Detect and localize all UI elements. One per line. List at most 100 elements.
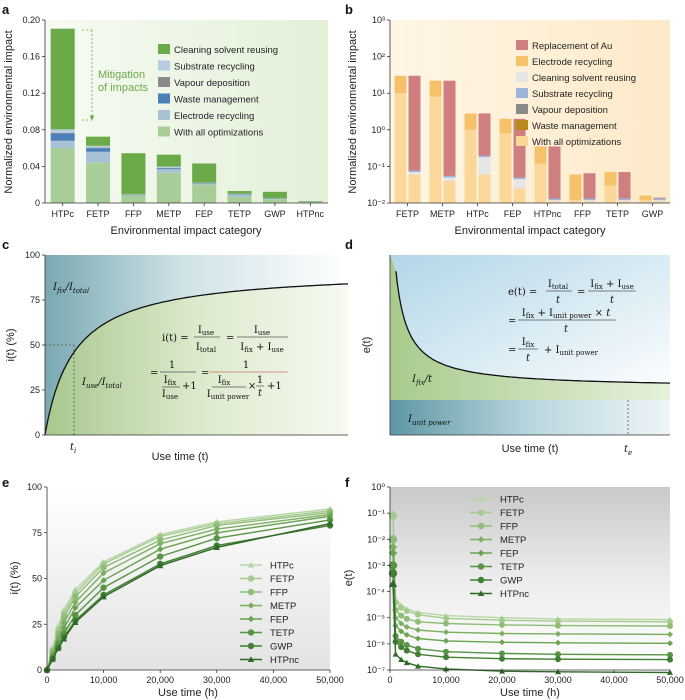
chart-c-upper-region xyxy=(45,255,348,435)
chart-b-left-bar-top xyxy=(429,80,442,97)
chart-f-point xyxy=(403,608,410,615)
svg-text:Ifix + Iuse: Ifix + Iuse xyxy=(240,342,284,354)
chart-f-point xyxy=(667,623,673,630)
chart-b-right-bar-base xyxy=(478,174,491,203)
chart-f-xtick: 20,000 xyxy=(488,675,516,685)
chart-e-point xyxy=(55,637,62,644)
chart-f-point xyxy=(398,620,405,627)
chart-f-xtick: 10,000 xyxy=(432,675,460,685)
svg-text:1: 1 xyxy=(257,375,263,386)
chart-f-point xyxy=(398,612,405,619)
chart-a-ytick: 0.08 xyxy=(22,125,40,135)
chart-f-point xyxy=(403,642,410,649)
chart-a-legend-swatch xyxy=(158,60,170,71)
chart-e-point xyxy=(213,544,220,550)
chart-b-ytick: 10⁻² xyxy=(367,198,385,208)
svg-text:Ifix: Ifix xyxy=(164,375,177,387)
chart-f-legend-label: GWP xyxy=(500,576,523,587)
chart-e-legend-marker xyxy=(247,642,255,650)
chart-a-legend-label: Waste management xyxy=(174,95,259,106)
chart-f-ytick: 10⁻³ xyxy=(367,560,385,570)
chart-b-right-bar-base xyxy=(618,201,631,203)
chart-a-legend-swatch xyxy=(158,126,170,137)
chart-f-point xyxy=(398,638,405,645)
chart-b-right-bar-top xyxy=(478,113,491,156)
svg-text:×: × xyxy=(248,381,256,392)
chart-f-legend-label: FETP xyxy=(500,508,524,519)
chart-e-point xyxy=(100,593,107,600)
chart-b-left-bar-base xyxy=(534,163,547,203)
chart-b-right-bar-top xyxy=(548,146,561,199)
chart-b-left-bar-top xyxy=(534,146,547,164)
chart-c-equation: i(t) = Iuse Itotal = Iuse Ifix + Iuse = … xyxy=(150,325,288,401)
chart-d: te e(t) Use time (t) Ifix/t Iunit power … xyxy=(361,255,671,457)
svg-text:Ifix: Ifix xyxy=(218,375,231,387)
chart-a-bar-segment xyxy=(192,184,217,203)
chart-e-point xyxy=(213,525,220,533)
chart-e-legend-label: FFP xyxy=(270,588,288,599)
chart-a-bar-segment xyxy=(298,202,323,203)
chart-a-legend-label: Substrate recycling xyxy=(174,62,255,73)
chart-f-point xyxy=(443,637,449,644)
chart-f-point xyxy=(415,645,421,652)
chart-e-point xyxy=(213,535,220,542)
chart-b-right-bar-blue xyxy=(478,155,491,158)
chart-b-ytick: 10⁰ xyxy=(371,125,385,135)
chart-a-xlabel: Environmental impact category xyxy=(110,225,262,237)
chart-b-legend-label: Cleaning solvent reusing xyxy=(532,73,636,84)
chart-b: 10⁻² 10⁻¹ 10⁰ 10¹ 10² 10³ FETP METP HTPc FEP HTPn… xyxy=(347,15,670,237)
chart-a-category-label: METP xyxy=(156,209,181,219)
chart-f-point xyxy=(499,639,505,646)
chart-e-point xyxy=(72,604,79,611)
chart-e-xlabel: Use time (h) xyxy=(158,687,218,699)
chart-b-right-bar-base xyxy=(513,188,526,203)
chart-f-xtick: 50,000 xyxy=(656,675,684,685)
svg-text:Iuse: Iuse xyxy=(198,325,214,337)
svg-text:e(t) =: e(t) = xyxy=(508,287,537,298)
chart-b-category-label: METP xyxy=(430,209,455,219)
svg-text:t: t xyxy=(564,324,569,335)
chart-c-ytick: 0 xyxy=(35,430,40,440)
chart-e-point xyxy=(326,516,334,524)
chart-f-point xyxy=(443,615,449,622)
chart-d-equation: e(t) = Itotal t = Ifix + Iuse t = Ifix +… xyxy=(508,279,636,364)
chart-e-point xyxy=(72,611,79,619)
chart-e-point xyxy=(72,593,79,600)
chart-f-point xyxy=(667,631,673,638)
chart-e-legend: HTPc FETP FFP METP FEP TETP GWP HTPnc xyxy=(240,561,299,666)
chart-a-annotation: Mitigation of impacts xyxy=(98,69,149,94)
chart-a-legend-swatch xyxy=(158,110,170,120)
chart-b-right-bar-top xyxy=(443,80,456,176)
chart-a-bar-segment xyxy=(50,140,75,149)
chart-b-right-bar-blue xyxy=(408,170,421,173)
chart-d-unit-power-region xyxy=(390,400,670,435)
chart-a-bar-segment xyxy=(86,151,111,163)
chart-f-point xyxy=(388,535,398,544)
svg-text:Iuse: Iuse xyxy=(162,389,178,401)
chart-f-point xyxy=(499,630,505,637)
svg-text:=: = xyxy=(508,316,516,327)
chart-f-ytick: 10⁻¹ xyxy=(367,508,385,518)
chart-f-ytick: 10⁻⁵ xyxy=(367,613,386,623)
chart-e-point xyxy=(157,562,164,569)
chart-b-left-bar-base xyxy=(429,96,442,203)
chart-e-point xyxy=(60,619,68,626)
chart-f-legend-label: TETP xyxy=(500,562,524,573)
chart-a-category-label: HTPnc xyxy=(297,209,325,219)
chart-b-right-bar-base xyxy=(653,201,666,203)
chart-e-point xyxy=(49,655,56,662)
chart-e-xtick: 20,000 xyxy=(146,675,174,685)
svg-text:Itotal: Itotal xyxy=(548,279,569,291)
chart-a-bar-segment xyxy=(192,163,217,183)
chart-b-legend-label: With all optimizations xyxy=(532,137,621,148)
chart-f-xtick: 40,000 xyxy=(600,675,628,685)
chart-e-point xyxy=(213,522,220,529)
chart-f-point xyxy=(667,640,673,647)
chart-b-legend-swatch xyxy=(516,104,528,114)
chart-d-curve xyxy=(395,271,671,384)
chart-a-bar-segment xyxy=(262,199,287,203)
chart-e-point xyxy=(213,529,220,536)
chart-b-legend-swatch xyxy=(516,72,528,82)
chart-b-right-bar-grey xyxy=(653,200,666,202)
chart-e-legend-label: HTPnc xyxy=(270,655,299,666)
